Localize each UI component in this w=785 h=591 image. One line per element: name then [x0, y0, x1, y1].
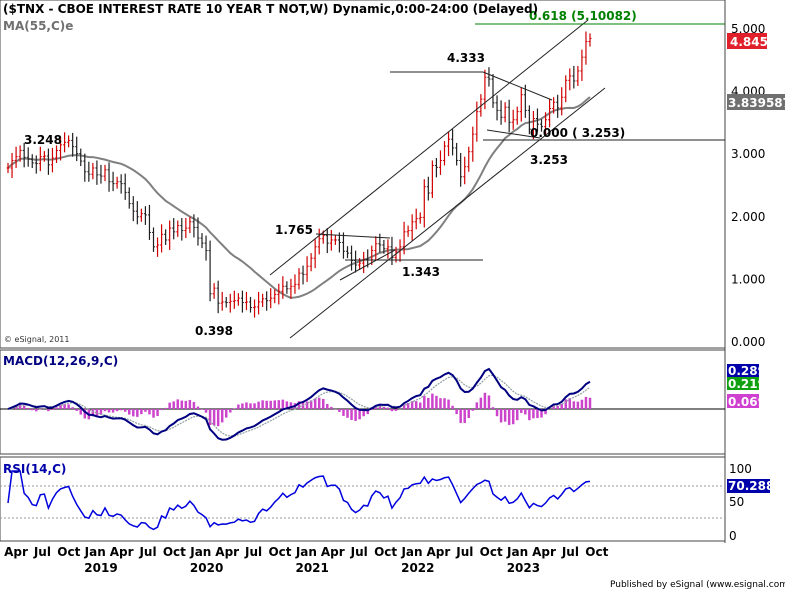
histogram-badge: 0.069	[728, 395, 766, 409]
chart-title: ($TNX - CBOE INTEREST RATE 10 YEAR T NOT…	[3, 2, 538, 16]
rsi-tick-0: 0	[729, 529, 737, 543]
macd-path	[7, 367, 591, 441]
month-label: Jan	[295, 545, 317, 559]
rsi-badge: 70.288	[728, 479, 774, 493]
rsi-y-axis: 100 50 0	[729, 462, 752, 543]
month-label: Apr	[110, 545, 134, 559]
macd-line	[7, 367, 591, 441]
year-label: 2023	[507, 561, 540, 575]
month-label: Jan	[400, 545, 422, 559]
month-label: Apr	[532, 545, 556, 559]
low-label-2021: 1.343	[402, 265, 440, 279]
rsi-guides	[0, 485, 725, 519]
month-label: Oct	[480, 545, 503, 559]
rsi-line	[7, 470, 591, 531]
publisher-credit: Published by eSignal (www.esignal.com)	[610, 580, 785, 590]
trendlines	[269, 19, 725, 339]
month-label: Oct	[268, 545, 291, 559]
month-label: Jan	[506, 545, 528, 559]
year-label: 2022	[401, 561, 434, 575]
macd-badges: 0.289 0.219 0.069	[727, 364, 766, 409]
macd-legend: MACD(12,26,9,C)	[3, 354, 118, 368]
fib-label: 0.618 (5.10082)	[529, 9, 637, 23]
rsi-legend: RSI(14,C)	[3, 462, 66, 476]
low-label-2023: 3.253	[530, 153, 568, 167]
month-label: Jul	[455, 545, 473, 559]
month-label: Apr	[427, 545, 451, 559]
price-tick: 2.000	[731, 210, 765, 224]
month-label: Oct	[585, 545, 608, 559]
price-tick: 3.000	[731, 147, 765, 161]
signal-badge: 0.219	[728, 377, 766, 391]
month-label: Oct	[374, 545, 397, 559]
price-badges: 4.845 3.839587	[727, 33, 785, 110]
low-label-2020: 0.398	[195, 324, 233, 338]
ma-value-badge: 3.839587	[728, 96, 785, 110]
year-label: 2020	[190, 561, 223, 575]
retrace-label: 0.000 ( 3.253)	[530, 126, 625, 140]
month-label: Jan	[189, 545, 211, 559]
year-label: 2019	[84, 561, 117, 575]
month-label: Apr	[215, 545, 239, 559]
high-label-2021: 1.765	[275, 223, 313, 237]
rsi-tick-50: 50	[729, 495, 744, 509]
chart-header: ($TNX - CBOE INTEREST RATE 10 YEAR T NOT…	[3, 2, 538, 344]
panel-frames	[0, 0, 726, 543]
rsi-tick-100: 100	[729, 462, 752, 476]
price-tick: 1.000	[731, 272, 765, 286]
price-tick: 0.000	[731, 335, 765, 349]
month-label: Jan	[84, 545, 106, 559]
high-label-2022: 4.333	[447, 51, 485, 65]
month-label: Oct	[57, 545, 80, 559]
esignal-copyright: © eSignal, 2011	[4, 335, 69, 344]
rsi-path	[7, 470, 591, 531]
month-label: Jul	[33, 545, 51, 559]
x-axis: Apr Jul Oct Jan Apr Jul Oct Jan Apr Jul Oct Jan Apr J…	[4, 545, 608, 575]
ma-legend: MA(55,C)e	[3, 19, 73, 33]
last-price-badge: 4.845	[730, 35, 768, 49]
price-bars	[6, 31, 592, 318]
year-label: 2021	[295, 561, 328, 575]
month-label: Jul	[561, 545, 579, 559]
macd-badge: 0.289	[728, 364, 766, 378]
month-label: Jul	[350, 545, 368, 559]
month-label: Oct	[163, 545, 186, 559]
month-label: Jul	[244, 545, 262, 559]
month-label: Apr	[4, 545, 28, 559]
month-label: Jul	[138, 545, 156, 559]
moving-average-line	[7, 96, 591, 299]
ma-path	[7, 96, 591, 299]
high-label-2018: 3.248	[24, 133, 62, 147]
price-annotations: 0.618 (5.10082) 3.248 0.398 1.765 1.343 …	[24, 9, 637, 338]
price-tick: 5.000	[731, 22, 765, 36]
month-label: Apr	[321, 545, 345, 559]
